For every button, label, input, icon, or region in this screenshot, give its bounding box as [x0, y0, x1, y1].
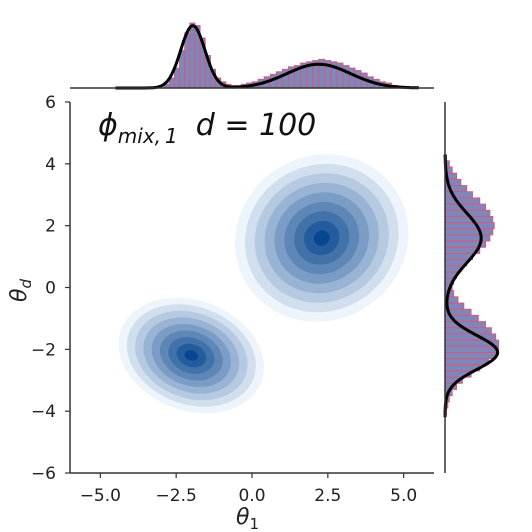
marginal-y-bar [444, 228, 494, 236]
title-subscript: mix, 1 [118, 124, 178, 148]
x-tick-label: −5.0 [80, 486, 121, 506]
marginal-y-bar [444, 191, 473, 199]
y-label-subscript: d [17, 279, 35, 289]
joint-kde-contours [118, 154, 409, 414]
marginal-x-bar [342, 65, 350, 89]
marginal-y-bar [444, 197, 481, 205]
marginal-x-bar [189, 22, 196, 89]
contour-level-1-9 [184, 350, 198, 361]
y-tick-label: 4 [45, 155, 56, 175]
y-tick-label: −6 [31, 464, 56, 484]
contour-level-2-9 [313, 230, 330, 246]
title-d-equals: d = 100 [196, 108, 317, 143]
x-label-subscript: 1 [249, 515, 259, 532]
marginal-y-kde-curve [443, 154, 500, 418]
x-axis-ticks: −5.0 −2.5 0.0 2.5 5.0 [80, 473, 417, 506]
y-tick-label: −2 [31, 340, 56, 360]
marginal-y-bar [444, 234, 491, 242]
x-label-symbol: θ [236, 505, 250, 530]
marginal-y-bar [444, 222, 495, 230]
x-tick-label: −2.5 [156, 486, 197, 506]
marginal-y-bar [444, 321, 486, 329]
y-tick-label: −4 [31, 402, 56, 422]
chart-title: ϕmix, 1 d = 100 [98, 108, 316, 148]
y-tick-label: 6 [45, 93, 56, 113]
title-phi: ϕ [98, 108, 118, 143]
x-tick-label: 2.5 [314, 486, 341, 506]
marginal-y-bar [444, 352, 497, 360]
marginal-x-kde-curve [115, 24, 419, 90]
marginal-x-bar [184, 32, 191, 89]
y-label-symbol: θ [7, 288, 32, 302]
marginal-x-bar [348, 67, 356, 89]
marginal-y-bar [444, 253, 473, 261]
marginal-x-bar [275, 71, 283, 89]
x-axis-label: θ1 [236, 505, 259, 532]
y-axis-ticks: 6 4 2 0 −2 −4 −6 [31, 93, 70, 484]
y-tick-label: 2 [45, 217, 56, 237]
marginal-x-bar [173, 67, 180, 89]
y-tick-label: 0 [45, 279, 56, 299]
marginal-y-bar [444, 358, 489, 366]
x-tick-label: 0.0 [238, 486, 265, 506]
y-axis-label: θd [7, 279, 35, 302]
x-tick-label: 5.0 [390, 486, 417, 506]
marginal-y-bar [444, 345, 500, 353]
marginal-y-bar [444, 333, 497, 341]
